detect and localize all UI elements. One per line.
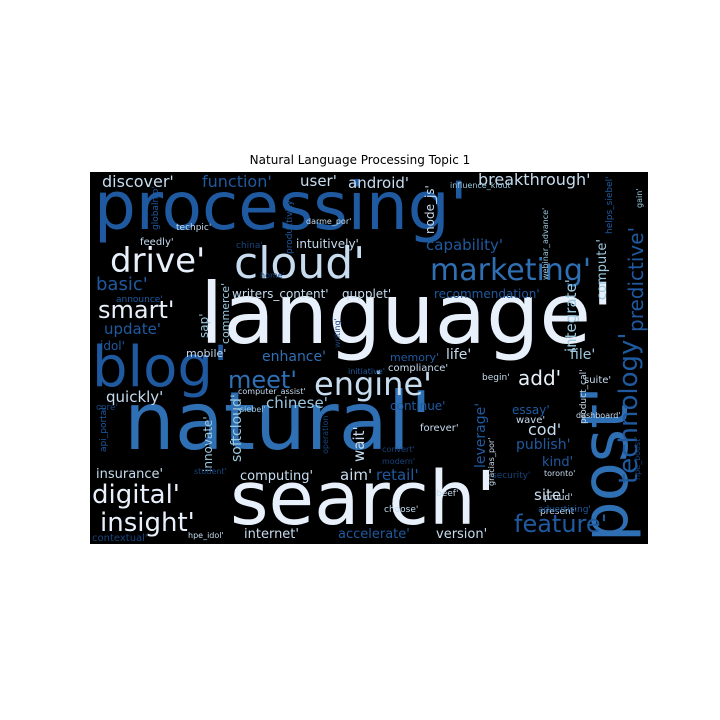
- word-modern: modern': [382, 457, 416, 466]
- word-digital: digital': [92, 480, 180, 510]
- word-integrate: integrate': [562, 279, 580, 352]
- word-user: user': [300, 172, 337, 190]
- word-blog: blog': [92, 335, 229, 400]
- word-toronto: toronto': [544, 469, 576, 478]
- word-idol: idol': [100, 339, 125, 353]
- word-engine: engine': [314, 365, 432, 403]
- word-gracias-por: gracias_por': [487, 437, 496, 486]
- word-leverage: leverage': [473, 402, 489, 468]
- word-initiative: initiative': [348, 367, 385, 376]
- word-accelerate: accelerate': [338, 527, 410, 542]
- word-memory: memory': [390, 351, 439, 364]
- word-natural: natural': [124, 375, 432, 468]
- word-darme-por: darme_por': [306, 217, 352, 226]
- word-qupplet: qupplet': [342, 287, 392, 301]
- word-productivity: productivity': [285, 197, 295, 254]
- word-computing: computing': [240, 469, 314, 484]
- word-processing: processing': [94, 172, 468, 245]
- word-beef: beef': [436, 489, 459, 499]
- word-quickly: quickly': [106, 388, 164, 406]
- word-wait: wait': [350, 426, 368, 462]
- word-version: version': [436, 527, 488, 542]
- word-retail: retail': [376, 466, 419, 484]
- word-marketing: marketing': [430, 253, 592, 288]
- word-recommendation: recommendation': [434, 287, 540, 301]
- word-language: language': [200, 265, 615, 363]
- word-gain: gain': [635, 188, 644, 208]
- word-cod: cod': [528, 420, 562, 439]
- word-advertising: advertising': [538, 505, 591, 515]
- word-globalnlp: globalnlp': [151, 186, 161, 230]
- word-siebel: siebel': [240, 405, 266, 414]
- word-api-portal: api_portal': [99, 404, 109, 452]
- word-student: student': [194, 467, 227, 476]
- word-choose: choose': [384, 505, 419, 515]
- word-writers-content: writers_content': [232, 287, 329, 301]
- word-drive: drive': [110, 241, 206, 281]
- word-feedly: feedly': [140, 237, 174, 248]
- word-announce: announce': [116, 295, 163, 305]
- word-present: present': [540, 507, 577, 517]
- word-dashboard: dashboard': [576, 411, 621, 420]
- word-convert: convert': [382, 445, 415, 454]
- word-core: core': [96, 403, 118, 413]
- word-contextual: contextual': [92, 533, 148, 544]
- word-operation: operation': [321, 413, 330, 454]
- word-android: android': [348, 174, 410, 192]
- word-discover: discover': [102, 172, 174, 191]
- word-hpe-idol: hpe_idol': [188, 531, 224, 540]
- word-add: add': [518, 366, 562, 390]
- word-file: file': [570, 347, 596, 363]
- word-mobile: mobile': [186, 347, 227, 360]
- word-forever: forever': [420, 423, 459, 434]
- word-computer-assist: computer_assist': [238, 387, 306, 396]
- word-function: function': [202, 172, 272, 191]
- word-essay: essay': [512, 403, 550, 417]
- word-aim: aim': [340, 466, 373, 484]
- word-proud: proud': [544, 493, 573, 503]
- word-life: life': [446, 347, 472, 363]
- word-wave: wave': [516, 415, 546, 426]
- word-home: home': [260, 271, 285, 280]
- word-feature: feature': [514, 510, 608, 538]
- word-hpe-boost: hpe_boost': [633, 436, 642, 480]
- word-enhance: enhance': [262, 349, 326, 365]
- word-site: site': [534, 486, 566, 504]
- word-cloud-term: cloud': [234, 238, 366, 289]
- word-suite: suite': [584, 375, 612, 386]
- word-kind: kind': [542, 455, 574, 470]
- word-influence-klout: influence_klout': [450, 181, 513, 190]
- word-helps-siebel: helps_siebel': [605, 176, 615, 234]
- word-insurance: insurance': [96, 467, 164, 482]
- word-innovate: innovate': [201, 416, 215, 472]
- word-publish: publish': [516, 437, 571, 453]
- word-compliance: compliance': [388, 363, 449, 374]
- figure-title: Natural Language Processing Topic 1: [249, 153, 471, 167]
- word-webinar-advance: webinar_advance': [541, 207, 550, 280]
- word-china: china': [236, 241, 263, 251]
- word-sap: sap': [197, 313, 211, 338]
- word-predictive: predictive': [624, 226, 648, 332]
- word-begin: begin': [482, 373, 510, 383]
- word-update: update': [104, 320, 161, 338]
- word-node-js: node_js': [423, 185, 437, 234]
- word-continue: continue': [390, 399, 446, 413]
- word-capability: capability': [426, 236, 504, 254]
- word-security: security': [492, 471, 531, 481]
- word-breakthrough: breakthrough': [478, 172, 591, 189]
- word-insight: insight': [100, 508, 195, 538]
- word-techpic: techpic': [176, 223, 212, 233]
- word-writing: writing': [333, 318, 342, 348]
- word-smart: smart': [98, 296, 175, 324]
- word-meet: meet': [228, 366, 297, 394]
- word-search: search': [230, 456, 497, 542]
- word-commerce: commerce': [219, 282, 232, 344]
- word-compute: compute': [595, 239, 610, 300]
- word-internet: internet': [244, 527, 299, 542]
- word-chinese: chinese': [266, 394, 328, 412]
- word-cloud: processing' language' natural' search' p…: [90, 172, 648, 544]
- word-basic: basic': [96, 274, 148, 295]
- word-intuitively: intuitively': [296, 237, 359, 251]
